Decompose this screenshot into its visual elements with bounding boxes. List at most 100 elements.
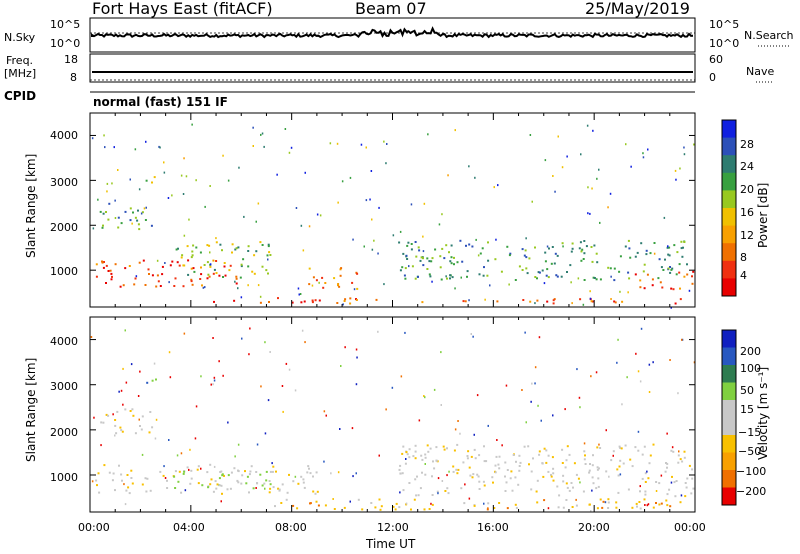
power-cell [267, 272, 269, 275]
velocity-colorbar-swatch [722, 470, 736, 488]
freq-tick-bottom: 8 [70, 71, 77, 84]
x-tick: 20:00 [578, 521, 610, 534]
power-cell [237, 246, 240, 249]
velocity-cell [260, 385, 262, 388]
velocity-cell [241, 337, 243, 340]
power-cell [582, 258, 585, 260]
velocity-cell [558, 494, 561, 497]
power-cell [441, 213, 443, 216]
velocity-cell [454, 428, 457, 431]
velocity-cell [264, 487, 266, 490]
velocity-cell [506, 507, 509, 510]
velocity-cell [666, 493, 669, 496]
power-cell [407, 241, 410, 244]
velocity-cell [437, 477, 440, 480]
velocity-cell [337, 471, 340, 474]
velocity-cell [464, 483, 466, 486]
power-cell [151, 181, 153, 184]
velocity-cell [121, 479, 123, 482]
power-cell [107, 218, 110, 221]
velocity-cell [646, 470, 648, 473]
power-cell [95, 275, 98, 278]
velocity-cell [151, 379, 154, 382]
velocity-cell [213, 379, 216, 382]
velocity-cell [226, 488, 229, 491]
velocity-cell [237, 470, 240, 473]
velocity-cell [459, 432, 461, 435]
power-cell [454, 129, 456, 132]
velocity-cell [433, 388, 436, 391]
power-cell [406, 258, 409, 260]
power-cell [439, 266, 442, 269]
power-cell [178, 264, 181, 267]
velocity-cell [221, 473, 224, 476]
velocity-colorbar-swatch [722, 400, 736, 418]
power-cell [206, 261, 209, 264]
velocity-cell [514, 503, 517, 506]
velocity-cell [405, 451, 408, 454]
velocity-panel-frame [89, 316, 696, 513]
velocity-cell [176, 454, 179, 457]
velocity-cell [612, 450, 615, 453]
power-cell [161, 265, 164, 268]
power-cell [580, 259, 583, 262]
power-cell [427, 133, 429, 136]
power-cell [219, 243, 222, 246]
power-cell [355, 299, 358, 301]
velocity-cell [115, 432, 118, 435]
velocity-cell [180, 452, 183, 455]
velocity-cell [236, 479, 239, 482]
power-cell [341, 180, 344, 183]
velocity-cell [601, 506, 604, 509]
power-cb-tick: 20 [740, 183, 754, 196]
velocity-cell [466, 455, 469, 457]
power-cell [589, 212, 591, 215]
velocity-cell [618, 445, 621, 448]
power-cell [683, 241, 686, 243]
power-cell [683, 146, 685, 149]
power-cell [691, 282, 694, 285]
power-cell [546, 268, 549, 271]
velocity-cell [588, 503, 591, 506]
power-cell [483, 266, 485, 269]
velocity-cell [394, 508, 397, 511]
velocity-cell [677, 454, 680, 457]
velocity-cell [343, 506, 346, 509]
velocity-cell [177, 480, 180, 483]
velocity-cell [309, 502, 312, 505]
power-cell [209, 251, 211, 254]
power-cell [268, 301, 270, 303]
power-cell [92, 227, 95, 230]
velocity-cell [261, 484, 264, 487]
velocity-cell [483, 445, 485, 448]
power-cell [375, 298, 378, 301]
velocity-cell [547, 470, 550, 473]
velocity-cell [184, 489, 187, 492]
power-cell [234, 280, 236, 283]
velocity-colorbar-swatch [722, 417, 736, 436]
power-cell [308, 283, 311, 286]
velocity-cell [163, 465, 165, 468]
power-cell [182, 285, 185, 288]
power-cell [136, 219, 139, 222]
power-cell [383, 140, 385, 143]
power-cell [431, 280, 433, 283]
velocity-cell [552, 414, 554, 417]
velocity-cell [552, 467, 555, 470]
power-colorbar-swatch [722, 172, 736, 191]
velocity-cell [641, 477, 644, 480]
velocity-cell [626, 376, 628, 379]
power-cell [182, 193, 185, 195]
velocity-cell [433, 467, 436, 470]
velocity-cell [478, 480, 481, 483]
power-cell [113, 146, 115, 149]
power-cell [209, 185, 211, 187]
power-cell [625, 143, 627, 146]
power-cell [459, 239, 462, 242]
velocity-cell [124, 408, 127, 411]
power-cell [401, 266, 404, 269]
power-cb-tick: 8 [740, 251, 747, 264]
cpid-label: CPID [4, 89, 37, 103]
power-cell [609, 192, 612, 195]
velocity-cell [619, 446, 622, 449]
